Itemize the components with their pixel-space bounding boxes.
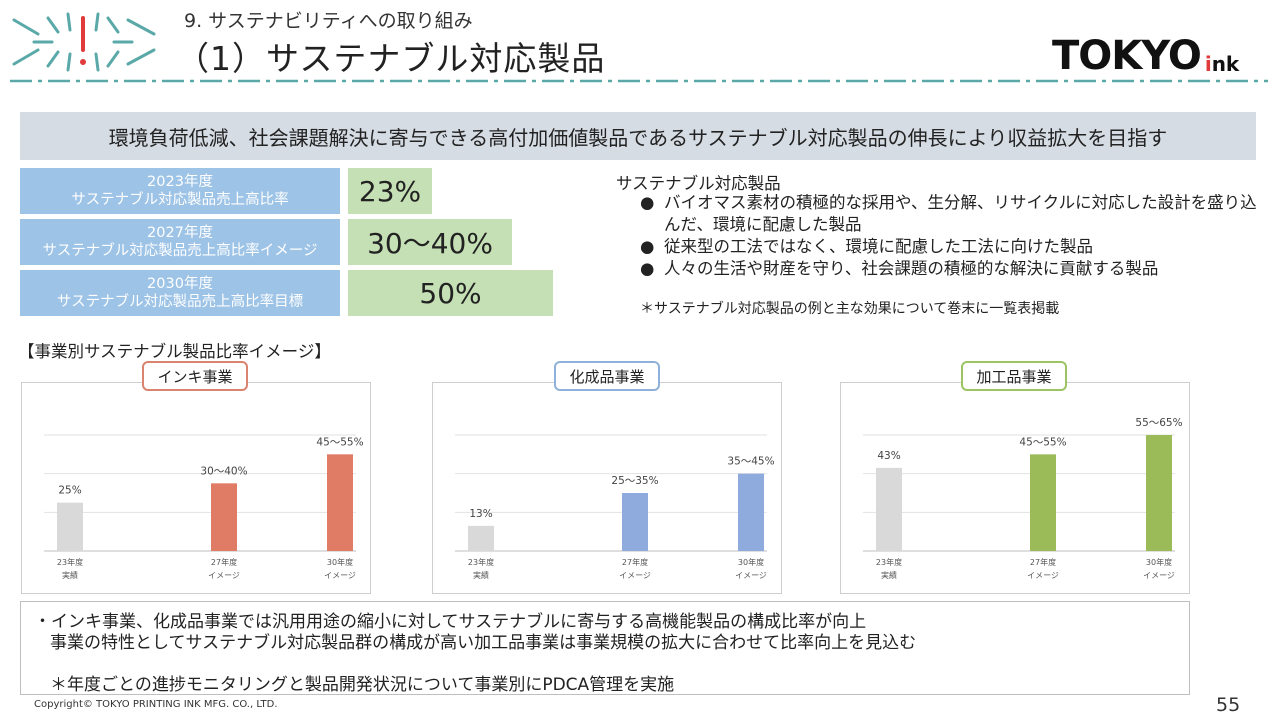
kpi-value-2027: 30〜40% [348,219,512,265]
kpi-metric: サステナブル対応製品売上高比率 [71,192,289,208]
mission-banner: 環境負荷低減、社会課題解決に寄与できる高付加価値製品であるサステナブル対応製品の… [20,112,1256,160]
bar [211,483,237,551]
bar [327,454,353,551]
page-title: （1）サステナブル対応製品 [176,39,606,78]
bar [876,467,902,551]
chart-title-chemical: 化成品事業 [554,361,660,391]
data-label: 43% [877,450,900,462]
list-item: ● 人々の生活や財産を守り、社会課題の積極的な解決に貢献する製品 [640,258,1260,280]
bullet-icon: ● [640,237,655,256]
kpi-label-2027: 2027年度 サステナブル対応製品売上高比率イメージ [20,219,340,265]
chart-panel-processed: 43% 23年度実績 45〜55% 27年度イメージ 55〜65% 30年度イメージ [840,382,1190,594]
x-tick-label: イメージ [1143,571,1175,580]
description-title: サステナブル対応製品 [616,174,781,193]
kpi-metric: サステナブル対応製品売上高比率イメージ [42,243,318,259]
description-note: ＊サステナブル対応製品の例と主な効果について巻末に一覧表掲載 [640,301,1060,317]
chart-panel-ink: 25% 23年度実績 30〜40% 27年度イメージ 45〜55% 30年度イメージ [21,382,371,594]
company-logo-sub-rest: nk [1211,52,1240,76]
sustainability-logo-icon [12,12,156,72]
x-tick-label: 30年度 [327,557,353,567]
x-tick-label: 27年度 [1030,557,1056,567]
x-tick-label: 23年度 [876,557,902,567]
x-tick-label: イメージ [208,571,240,580]
kpi-year: 2023年度 [147,173,213,190]
summary-line-2: 事業の特性としてサステナブル対応製品群の構成が高い加工品事業は事業規模の拡大に合… [50,633,917,653]
kpi-label-2023: 2023年度 サステナブル対応製品売上高比率 [20,168,340,214]
x-tick-label: イメージ [619,571,651,580]
bullet-icon: ● [640,193,655,212]
data-label: 30〜40% [200,465,247,477]
list-item-text: 従来型の工法ではなく、環境に配慮した工法に向けた製品 [664,237,1093,256]
chart-title-processed: 加工品事業 [961,361,1067,391]
chart-title-ink: インキ事業 [142,361,248,391]
company-logo: TOKYO ink [1052,28,1239,76]
kpi-value-2023: 23% [348,168,432,214]
company-logo-main: TOKYO [1052,33,1202,79]
x-tick-label: 23年度 [468,557,494,567]
x-tick-label: 実績 [881,570,897,580]
bar [1146,435,1172,551]
kpi-year: 2030年度 [147,275,213,292]
bar [57,502,83,551]
data-label: 45〜55% [1019,436,1066,448]
header-divider [10,79,1268,83]
x-tick-label: 30年度 [738,557,764,567]
kpi-year: 2027年度 [147,224,213,241]
chart-panel-chemical: 13% 23年度実績 25〜35% 27年度イメージ 35〜45% 30年度イメージ [432,382,782,594]
bar [1030,454,1056,551]
section-label: 9. サステナビリティへの取り組み [184,10,473,32]
page-number: 55 [1216,694,1241,716]
bar [622,493,648,551]
summary-note: ＊年度ごとの進捗モニタリングと製品開発状況について事業別にPDCA管理を実施 [50,675,675,695]
x-tick-label: イメージ [1027,571,1059,580]
data-label: 45〜55% [316,436,363,448]
x-tick-label: 27年度 [622,557,648,567]
data-label: 35〜45% [727,456,774,468]
data-label: 13% [469,508,492,520]
x-tick-label: イメージ [735,571,767,580]
kpi-value-2030: 50% [348,270,553,316]
summary-box [20,601,1190,695]
x-tick-label: イメージ [324,571,356,580]
bar [738,473,764,551]
data-label: 55〜65% [1135,417,1182,429]
kpi-label-2030: 2030年度 サステナブル対応製品売上高比率目標 [20,270,340,316]
list-item: ● 従来型の工法ではなく、環境に配慮した工法に向けた製品 [640,236,1260,258]
list-item-text: バイオマス素材の積極的な採用や、生分解、リサイクルに対応した設計を盛り込んだ、環… [664,193,1257,234]
x-tick-label: 実績 [473,570,489,580]
bullet-icon: ● [640,259,655,278]
description-list: ● バイオマス素材の積極的な採用や、生分解、リサイクルに対応した設計を盛り込んだ、… [640,192,1260,280]
charts-heading: 【事業別サステナブル製品比率イメージ】 [18,342,331,361]
copyright: Copyright© TOKYO PRINTING INK MFG. CO., … [34,699,278,710]
x-tick-label: 23年度 [57,557,83,567]
data-label: 25% [58,485,81,497]
company-logo-sub-i: i [1204,52,1212,76]
x-tick-label: 27年度 [211,557,237,567]
bar [468,525,494,551]
x-tick-label: 実績 [62,570,78,580]
summary-line-1: ・インキ事業、化成品事業では汎用用途の縮小に対してサステナブルに寄与する高機能製… [34,612,867,632]
data-label: 25〜35% [611,475,658,487]
list-item: ● バイオマス素材の積極的な採用や、生分解、リサイクルに対応した設計を盛り込んだ、… [640,192,1260,236]
x-tick-label: 30年度 [1146,557,1172,567]
list-item-text: 人々の生活や財産を守り、社会課題の積極的な解決に貢献する製品 [664,259,1159,278]
kpi-metric: サステナブル対応製品売上高比率目標 [56,294,304,310]
company-logo-sub: ink [1205,54,1239,74]
